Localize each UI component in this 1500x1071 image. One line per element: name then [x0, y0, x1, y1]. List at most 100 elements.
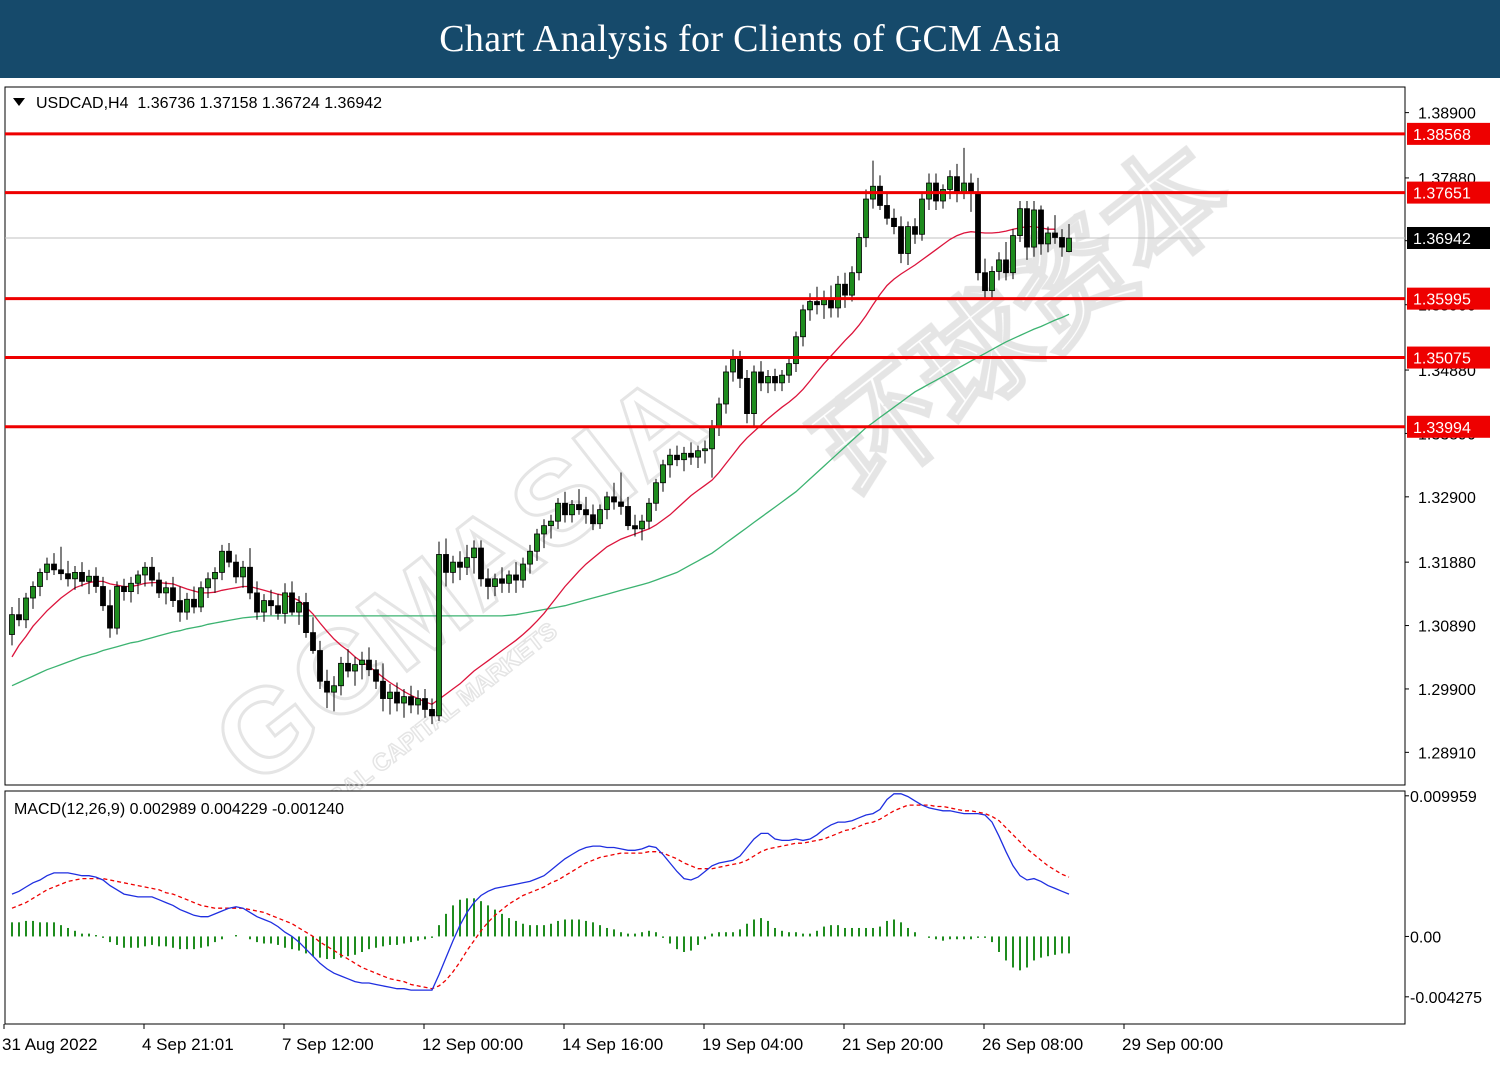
price-panel-frame — [4, 86, 1406, 786]
macd-panel: 0.009959 0.00 -0.004275 MACD(12,26,9) 0.002… — [4, 789, 1482, 1025]
candle-body — [1038, 209, 1044, 245]
candle-body — [1066, 237, 1072, 252]
candle — [590, 504, 596, 531]
current-price-box — [1407, 226, 1490, 249]
candle-body — [268, 600, 274, 607]
candle — [93, 567, 99, 593]
candle-body — [877, 185, 883, 206]
candle-body — [884, 205, 890, 219]
candle — [1031, 200, 1037, 257]
candle — [681, 446, 687, 472]
candle — [457, 551, 463, 581]
candle-body — [149, 566, 155, 581]
candle-body — [324, 680, 330, 693]
candle-body — [114, 586, 120, 629]
candle — [408, 685, 414, 714]
candle-body — [296, 602, 302, 613]
candle-body — [590, 514, 596, 525]
candle-body — [709, 427, 715, 450]
candle — [639, 514, 645, 541]
candle — [905, 221, 911, 266]
candle-body — [93, 575, 99, 587]
candle — [1017, 200, 1023, 242]
candle — [646, 498, 652, 529]
candle — [618, 472, 624, 515]
candle-body — [947, 176, 953, 190]
price-axis-label: 1.38900 — [1418, 106, 1476, 123]
candle-body — [156, 579, 162, 594]
level-label: 1.35995 — [1413, 292, 1471, 309]
candle — [660, 459, 666, 492]
time-axis: 31 Aug 2022 4 Sep 21:01 7 Sep 12:00 12 Sep … — [2, 1024, 1223, 1054]
candle — [240, 560, 246, 588]
candle — [436, 541, 442, 721]
candle-body — [674, 454, 680, 461]
candle — [86, 569, 92, 595]
candle — [597, 504, 603, 529]
candle-body — [464, 557, 470, 568]
candle-body — [786, 363, 792, 376]
candle-body — [16, 614, 22, 621]
candle — [744, 370, 750, 424]
candle-body — [982, 272, 988, 292]
candle — [758, 361, 764, 392]
candle — [44, 557, 50, 581]
price-axis-label: 1.31880 — [1418, 555, 1476, 572]
candle — [478, 540, 484, 587]
candle — [632, 514, 638, 537]
candle — [401, 688, 407, 718]
candle — [625, 496, 631, 531]
candle — [1038, 205, 1044, 255]
candle — [583, 496, 589, 524]
candle — [387, 683, 393, 715]
candle-body — [751, 371, 757, 414]
macd-panel-frame — [4, 790, 1406, 1025]
candle-body — [954, 176, 960, 194]
candle — [835, 275, 841, 318]
candle — [562, 491, 568, 523]
candle-body — [723, 371, 729, 405]
candle — [1010, 229, 1016, 280]
candle-body — [79, 571, 85, 582]
candle-body — [191, 598, 197, 608]
candle — [863, 189, 869, 248]
candle — [912, 218, 918, 244]
candle-body — [65, 573, 71, 580]
candle-body — [625, 506, 631, 527]
candle — [786, 357, 792, 383]
candle-body — [44, 563, 50, 573]
candle-body — [905, 226, 911, 254]
macd-signal-line — [11, 804, 1070, 990]
candle-body — [597, 509, 603, 525]
candle-body — [9, 614, 15, 635]
candle — [373, 660, 379, 689]
candle-body — [366, 659, 372, 671]
candle-body — [1010, 235, 1016, 274]
candle-body — [1052, 232, 1058, 238]
candle-body — [380, 680, 386, 699]
candle — [1024, 200, 1030, 260]
candle-body — [317, 650, 323, 682]
candle — [506, 570, 512, 593]
candle-body — [100, 586, 106, 607]
candle — [107, 589, 113, 638]
candle-body — [891, 217, 897, 227]
candle — [548, 514, 554, 539]
candle — [688, 442, 694, 465]
candle — [919, 192, 925, 241]
candle-body — [807, 301, 813, 311]
candle — [198, 581, 204, 613]
candle — [303, 592, 309, 638]
candle — [492, 573, 498, 597]
candle-body — [912, 226, 918, 235]
time-axis-label: 12 Sep 00:00 — [422, 1035, 523, 1054]
candle — [1003, 241, 1009, 281]
candle — [247, 548, 253, 600]
candle — [723, 365, 729, 414]
candle — [135, 570, 141, 595]
candle-body — [394, 691, 400, 704]
candle-body — [1003, 259, 1009, 274]
candle-body — [611, 496, 617, 503]
